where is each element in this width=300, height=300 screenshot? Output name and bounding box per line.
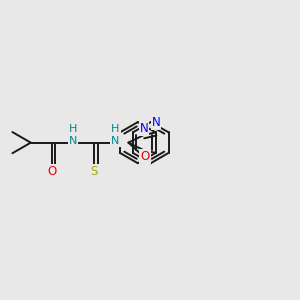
Text: N: N bbox=[152, 116, 161, 129]
Text: N: N bbox=[140, 122, 148, 135]
Text: O: O bbox=[140, 150, 150, 163]
Text: H
N: H N bbox=[111, 124, 120, 146]
Text: O: O bbox=[47, 165, 57, 178]
Text: H
N: H N bbox=[69, 124, 77, 146]
Text: S: S bbox=[91, 165, 98, 178]
